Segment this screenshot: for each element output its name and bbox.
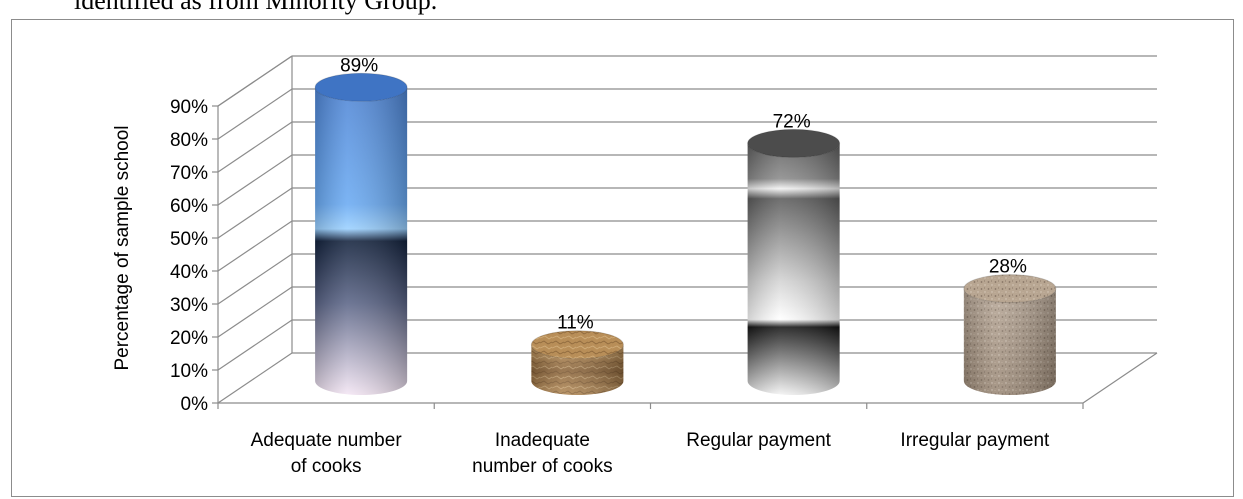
- chart-frame: [11, 19, 1234, 497]
- bar: [530, 330, 624, 395]
- page-top-text: identified as from Minority Group.: [74, 0, 438, 15]
- bar-top-texture: [963, 274, 1056, 303]
- bar: [314, 72, 408, 396]
- x-tick-label: number of cooks: [472, 456, 612, 477]
- y-tick-label: 0%: [181, 394, 209, 415]
- y-tick-label: 70%: [170, 163, 208, 184]
- gridline-side: [217, 253, 293, 305]
- gridline-side: [217, 286, 293, 338]
- y-tick-label: 90%: [170, 97, 208, 118]
- x-tick-label: Regular payment: [686, 430, 831, 451]
- gridline-side: [217, 220, 293, 272]
- x-tick-label: Adequate number: [251, 430, 403, 451]
- data-label: 89%: [340, 55, 378, 76]
- data-label: 28%: [989, 257, 1027, 278]
- y-tick-label: 50%: [170, 229, 208, 250]
- y-tick-label: 20%: [170, 328, 208, 349]
- data-label: 72%: [773, 111, 811, 132]
- bar-top-texture: [531, 330, 624, 359]
- gridline-side: [217, 187, 293, 239]
- bar-shading: [747, 143, 840, 395]
- bar-shading: [531, 344, 624, 395]
- bar-top: [314, 72, 408, 102]
- x-tick-label: of cooks: [291, 456, 362, 477]
- x-tick-label: Irregular payment: [900, 430, 1050, 451]
- y-tick-label: 40%: [170, 262, 208, 283]
- x-tick-label: Inadequate: [495, 430, 590, 451]
- gridline-side: [217, 88, 293, 140]
- gridline-side: [217, 55, 293, 107]
- data-label: 11%: [557, 313, 594, 334]
- gridline-side: [217, 154, 293, 206]
- bar: [747, 128, 841, 395]
- y-tick-label: 10%: [170, 361, 208, 382]
- gridline-side: [217, 319, 293, 371]
- gridline-side: [217, 352, 293, 404]
- bar-top: [747, 128, 841, 158]
- y-tick-label: 60%: [170, 196, 208, 217]
- bar: [963, 274, 1057, 395]
- bar-shading: [963, 288, 1056, 395]
- y-tick-label: 80%: [170, 130, 208, 151]
- y-tick-label: 30%: [170, 295, 208, 316]
- y-axis-title: Percentage of sample school: [112, 125, 133, 370]
- bar-shading: [315, 87, 408, 396]
- gridline-side: [217, 121, 293, 173]
